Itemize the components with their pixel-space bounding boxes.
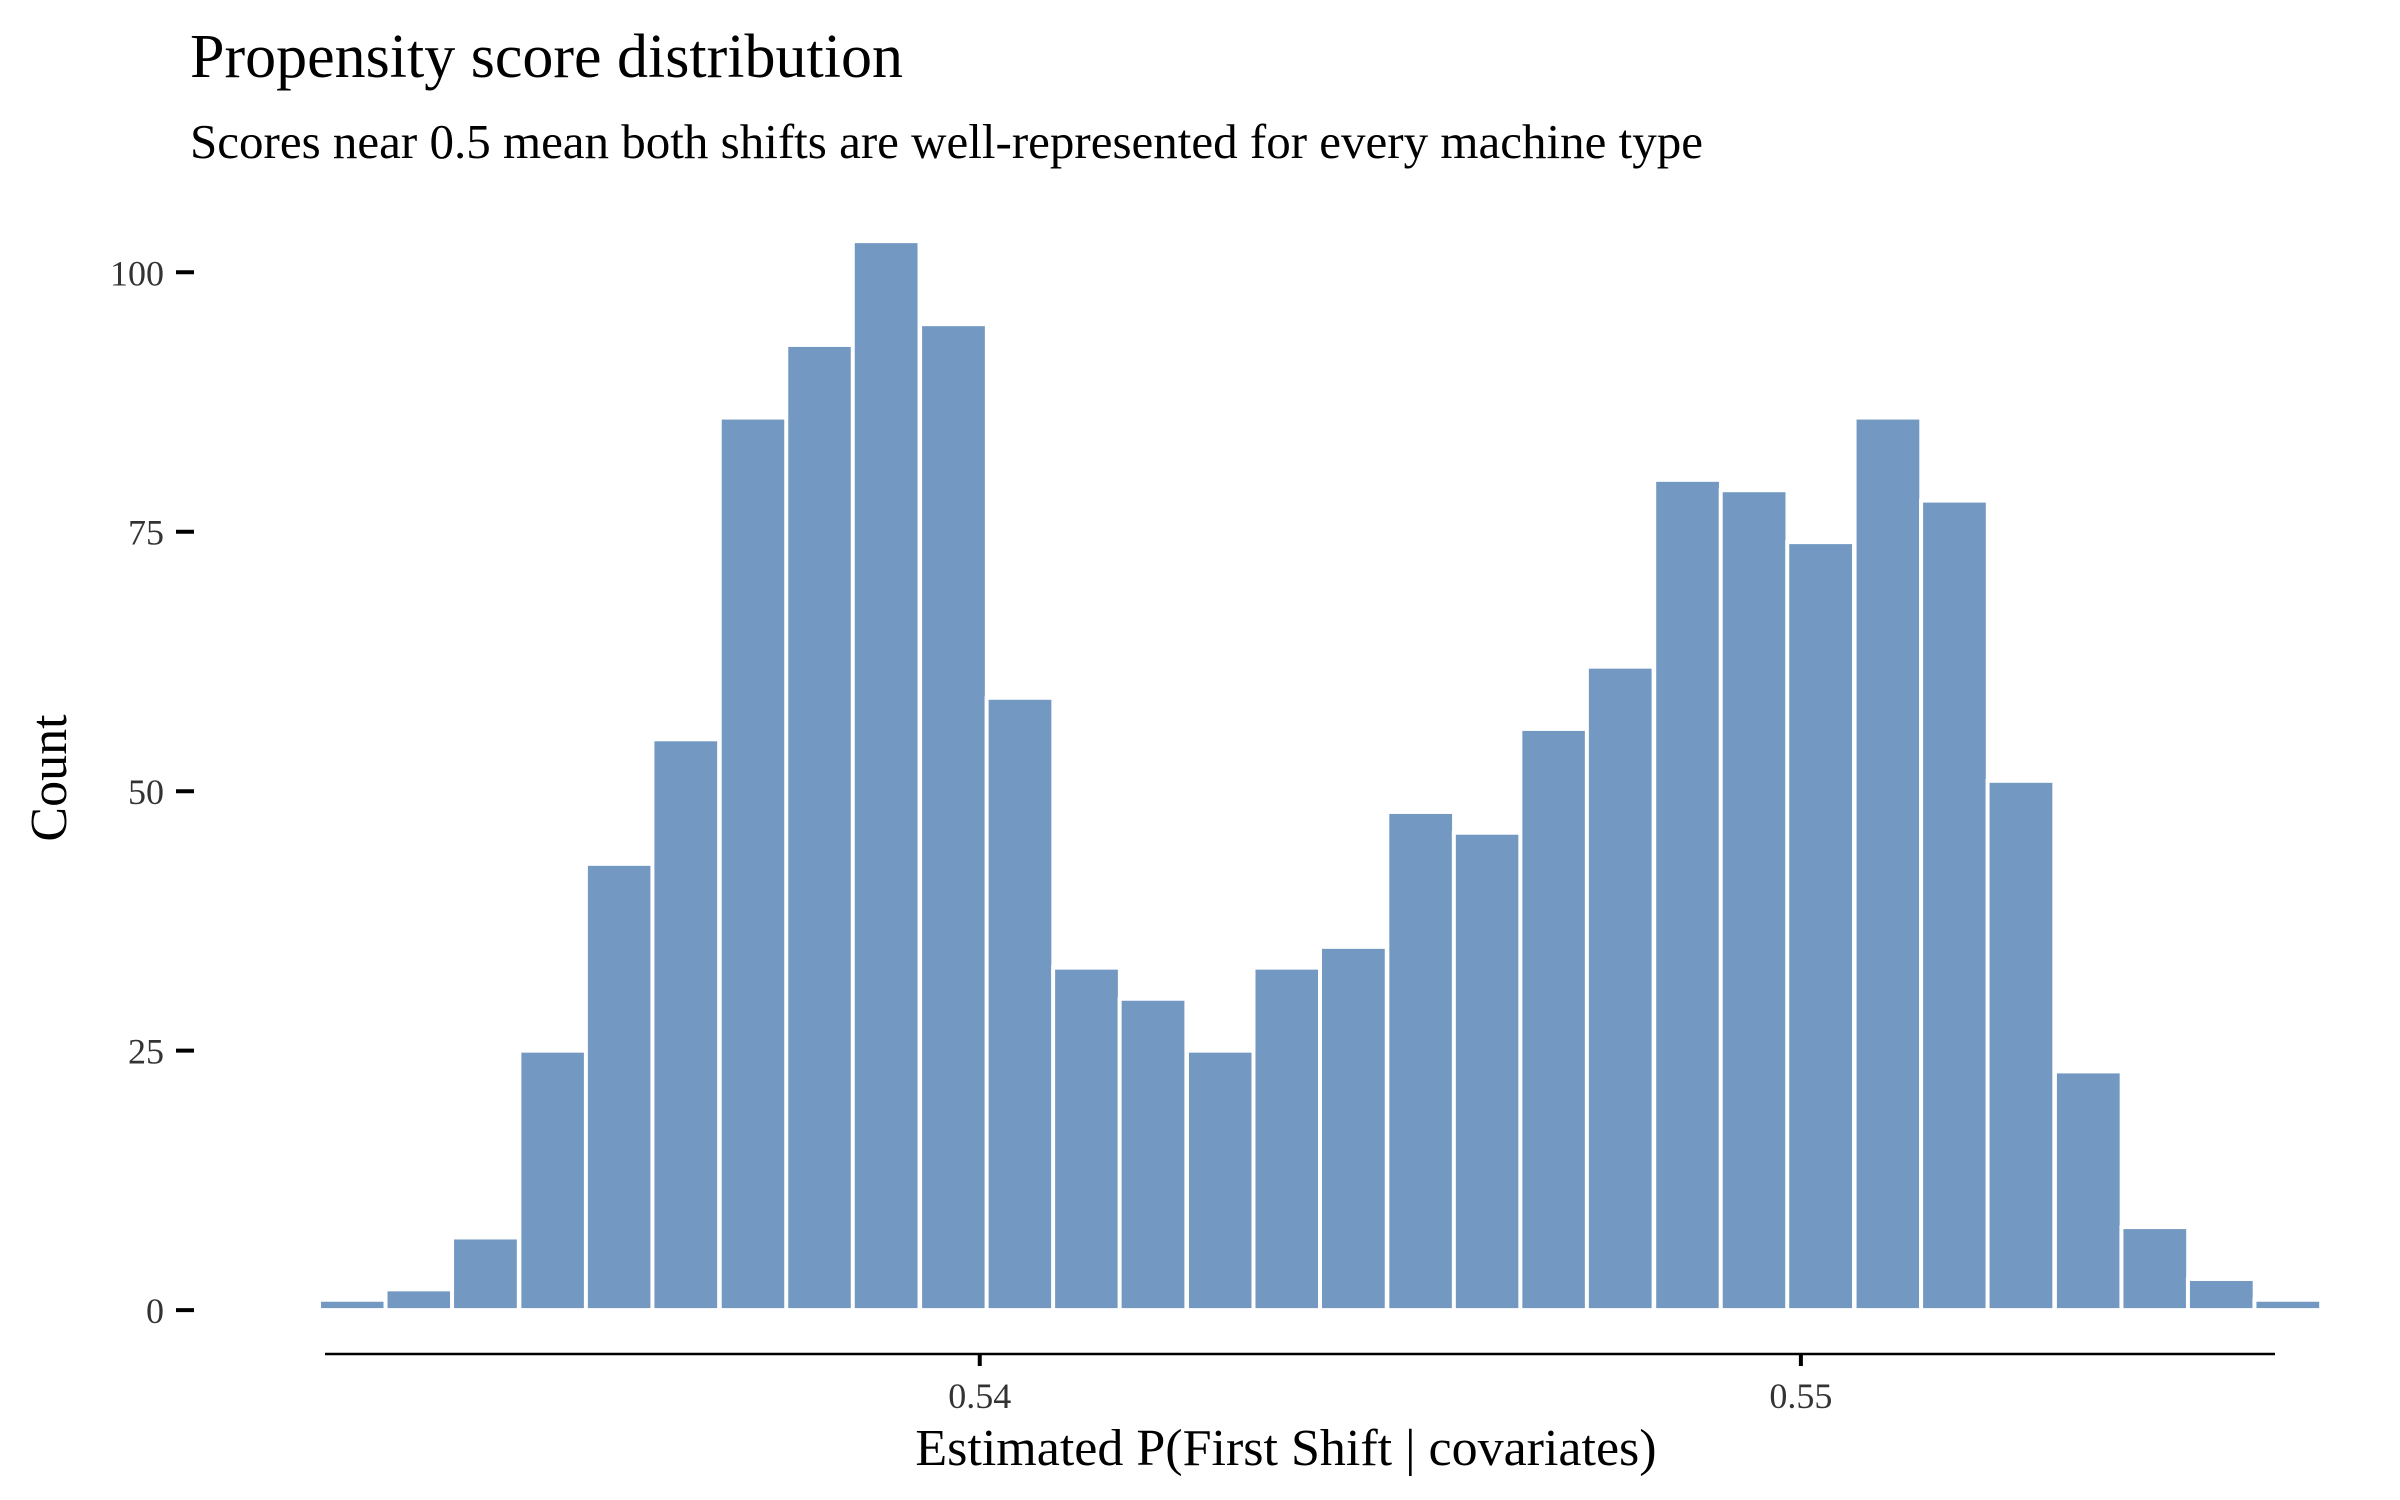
histogram-bar: [2119, 1225, 2191, 1313]
histogram-bar: [650, 737, 722, 1313]
histogram-bar: [850, 239, 922, 1313]
histogram-bar: [1518, 726, 1590, 1313]
x-axis: 0.54 0.55: [325, 1352, 2275, 1416]
y-tick-label: 50: [128, 772, 164, 812]
histogram-bar: [1451, 830, 1523, 1313]
bars-group: [317, 239, 2324, 1313]
histogram-bar: [1584, 664, 1656, 1313]
histogram-bar: [2252, 1297, 2324, 1313]
histogram-bar: [1051, 965, 1122, 1313]
histogram-bar: [517, 1048, 589, 1313]
histogram-bar: [317, 1297, 388, 1313]
histogram-bar: [1919, 498, 1990, 1313]
y-tick-label: 0: [146, 1291, 164, 1331]
y-tick-label: 75: [128, 513, 164, 553]
histogram-bar: [1117, 996, 1189, 1313]
y-tick-label: 25: [128, 1032, 164, 1072]
histogram-bar: [1317, 944, 1389, 1313]
y-axis-title: Count: [21, 714, 78, 842]
histogram-bar: [1852, 415, 1924, 1313]
histogram-bar: [583, 861, 655, 1313]
histogram-bar: [2052, 1069, 2124, 1313]
histogram-bar: [1251, 965, 1323, 1313]
histogram-bar: [1985, 778, 2057, 1313]
y-axis: 0 25 50 75 100: [110, 253, 194, 1331]
y-tick-label: 100: [110, 253, 164, 293]
x-axis-title: Estimated P(First Shift | covariates): [915, 1420, 1656, 1477]
histogram-bar: [1652, 477, 1723, 1313]
histogram-bar: [784, 342, 856, 1313]
histogram-bar: [450, 1235, 521, 1313]
chart-subtitle: Scores near 0.5 mean both shifts are wel…: [190, 114, 1703, 169]
histogram-bar: [717, 415, 789, 1313]
histogram-bar: [1184, 1048, 1256, 1313]
x-tick-label: 0.55: [1769, 1376, 1832, 1416]
histogram-bar: [918, 322, 989, 1313]
histogram-bar: [1385, 809, 1457, 1313]
x-tick-label: 0.54: [948, 1376, 1011, 1416]
chart-title: Propensity score distribution: [190, 23, 903, 91]
histogram-bar: [1785, 540, 1856, 1313]
histogram-bar: [383, 1287, 455, 1313]
histogram-bar: [1718, 488, 1790, 1313]
histogram-bar: [2185, 1276, 2257, 1313]
histogram-bar: [984, 695, 1056, 1313]
